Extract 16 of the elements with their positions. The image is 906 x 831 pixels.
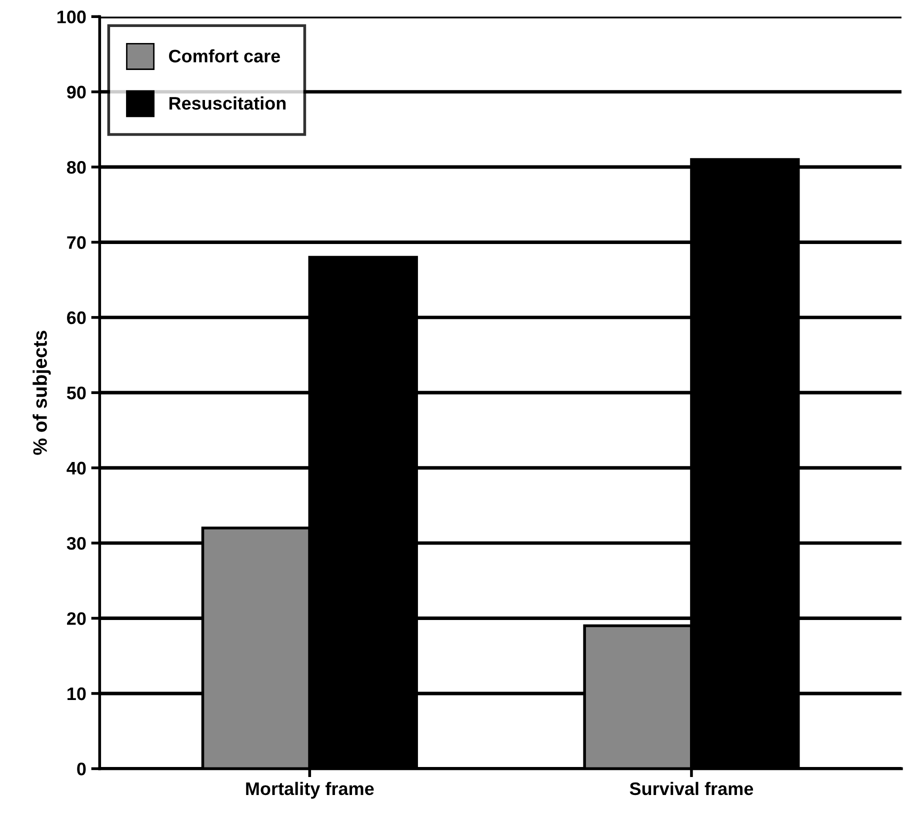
y-tick-label: 60 xyxy=(67,311,86,324)
y-tick-label: 40 xyxy=(66,462,86,475)
y-axis-title: % of subjects xyxy=(32,330,51,455)
y-tick-label: 80 xyxy=(66,160,86,174)
y-tick-label: 20 xyxy=(67,612,86,625)
x-tick-label: Survival frame xyxy=(630,782,754,796)
y-tick-label: 50 xyxy=(66,386,86,400)
y-tick-label: 90 xyxy=(67,86,86,99)
y-tick-label: 100 xyxy=(57,10,86,24)
legend-label: Comfort care xyxy=(169,49,280,62)
x-tick-label: Mortality frame xyxy=(246,782,374,799)
y-tick-label: 0 xyxy=(77,762,86,776)
y-tick-label: 70 xyxy=(67,236,86,249)
y-tick-label: 30 xyxy=(66,536,86,550)
legend-label: Resuscitation xyxy=(169,96,286,110)
y-tick-label: 10 xyxy=(68,687,86,700)
